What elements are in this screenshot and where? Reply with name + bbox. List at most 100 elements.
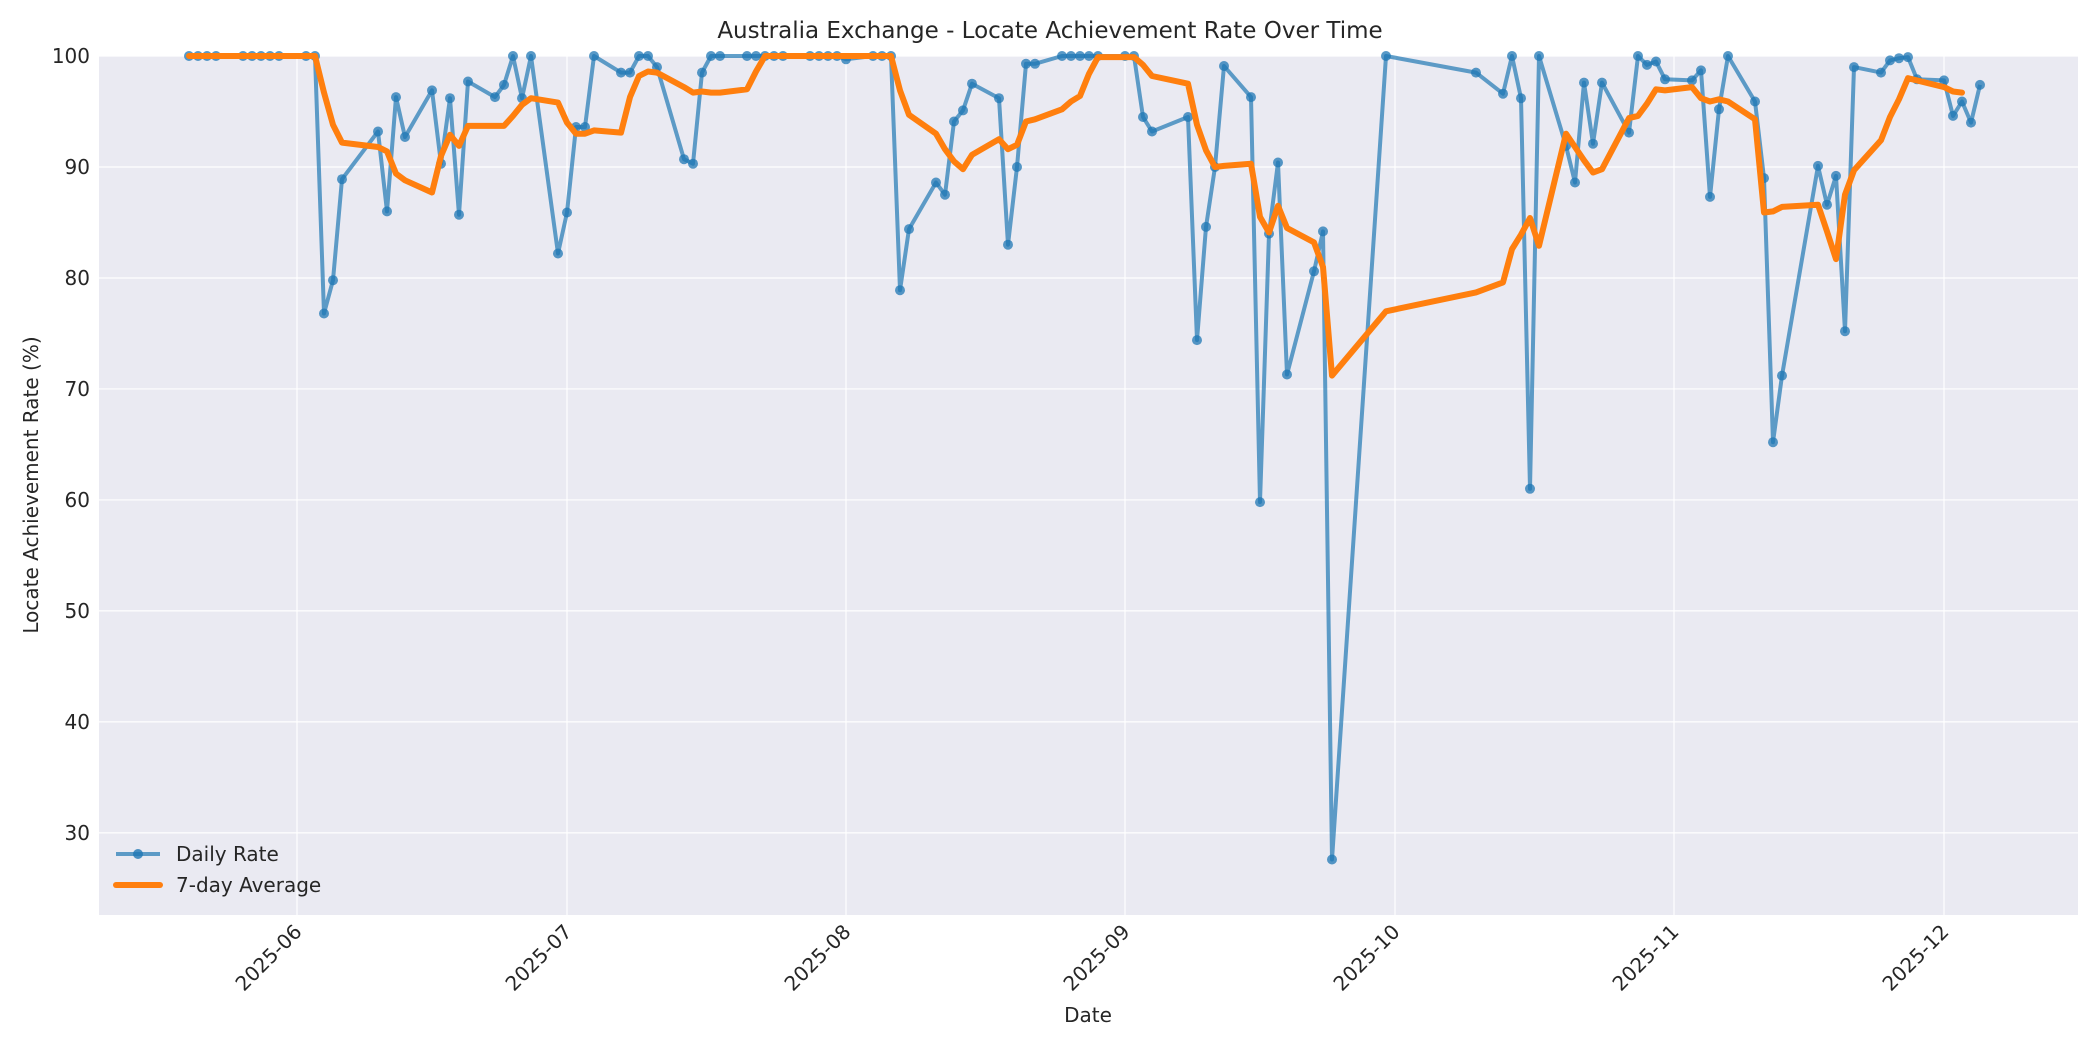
seven-day-average-line [186,53,1965,379]
daily-rate-point [751,51,761,61]
daily-rate-point [940,189,950,200]
daily-rate-point [1534,51,1544,61]
daily-rate-point [1255,497,1265,508]
daily-rate-point [526,51,536,61]
x-tick-label: 2025-12 [1877,920,1953,996]
daily-rate-point [1885,55,1895,66]
daily-rate-point [427,85,437,96]
chart-title: Australia Exchange - Locate Achievement … [717,18,1383,44]
daily-rate-point [1003,239,1013,250]
daily-rate-point [337,174,347,185]
daily-rate-point [1327,854,1337,865]
daily-rate-point [958,105,968,116]
daily-rate-point [1012,162,1022,172]
daily-rate-point [1957,96,1967,107]
y-tick-label: 70 [65,377,90,401]
daily-rate-point [1183,112,1193,122]
daily-rate-point [1219,61,1229,71]
daily-rate-point [1849,62,1859,73]
daily-rate-point [1777,370,1787,381]
daily-rate-point [688,158,698,169]
daily-rate-point [1309,266,1319,277]
plot-area [99,56,2078,915]
x-tick-label: 2025-07 [500,920,576,996]
y-tick-label: 60 [65,488,90,512]
daily-rate-point [1192,335,1202,346]
daily-rate-point [319,308,329,319]
daily-rate-point [931,177,941,188]
daily-rate-point [463,76,473,87]
daily-rate-point [1381,51,1391,61]
gridlines [99,55,2078,915]
daily-rate-point [1723,51,1733,61]
x-tick-label: 2025-09 [1058,920,1134,996]
daily-rate-point [1876,67,1886,78]
daily-rate-point [967,78,977,89]
daily-rate-point [1696,65,1706,76]
daily-rate-point [382,206,392,217]
daily-rate-point [679,154,689,165]
x-tick-label: 2025-08 [779,920,855,996]
daily-rate-point [1939,75,1949,86]
daily-rate-point [1750,96,1760,107]
daily-rate-point [1975,79,1985,90]
daily-rate-point [1273,157,1283,168]
daily-rate-point [490,92,500,103]
daily-rate-point [328,275,338,286]
daily-rate-point [1642,59,1652,70]
daily-rate-point [1057,51,1067,61]
daily-rate-point [1714,104,1724,115]
legend: Daily Rate 7-day Average [113,842,321,897]
daily-rate-point [1651,56,1661,67]
daily-rate-point [1687,75,1697,86]
daily-rate-point [1075,51,1085,61]
daily-rate-point [1021,58,1031,69]
daily-rate-point [643,51,653,61]
x-tick-label: 2025-11 [1607,920,1683,996]
daily-rate-point [391,92,401,103]
daily-rate-point [616,67,626,78]
daily-rate-point [1903,52,1913,63]
x-tick-label: 2025-06 [230,920,306,996]
y-axis-label: Locate Achievement Rate (%) [19,336,43,633]
daily-rate-point [400,132,410,142]
legend-label: Daily Rate [176,842,279,866]
daily-rate-point [742,51,752,61]
daily-rate-point [589,51,599,61]
daily-rate-point [1570,177,1580,188]
daily-rate-point [1768,437,1778,448]
x-tick-label: 2025-10 [1328,920,1404,996]
daily-rate-point [625,67,635,78]
x-axis-ticks: 2025-06 2025-07 2025-08 2025-09 2025-10 2025-… [230,920,1953,996]
legend-label: 7-day Average [176,873,321,897]
daily-rate-point [445,93,455,104]
daily-rate-point [1525,483,1535,494]
daily-rate-point [1597,77,1607,88]
daily-rate-point [994,93,1004,104]
daily-rate-point [1588,138,1598,149]
daily-rate-point [1507,51,1517,61]
daily-rate-point [634,51,644,61]
daily-rate-marker-icon [133,849,143,859]
legend-item-seven-day-average: 7-day Average [113,873,321,897]
daily-rate-point [1516,93,1526,104]
daily-rate-point [715,51,725,61]
daily-rate-point [1246,92,1256,103]
daily-rate-point [1066,51,1076,61]
daily-rate-point [1471,67,1481,78]
daily-rate-point [1030,58,1040,69]
y-tick-label: 40 [65,710,90,734]
daily-rate-point [499,79,509,90]
daily-rate-point [1966,117,1976,128]
daily-rate-point [1138,112,1148,122]
y-axis-ticks: 30 40 50 60 70 80 90 100 [52,44,90,845]
y-tick-label: 50 [65,599,90,623]
daily-rate-point [580,122,590,132]
daily-rate-point [1624,127,1634,138]
daily-rate-point [1894,53,1904,64]
daily-rate-point [1084,51,1094,61]
daily-rate-point [1822,199,1832,210]
y-tick-label: 100 [52,44,90,68]
x-axis-label: Date [1064,1003,1112,1027]
